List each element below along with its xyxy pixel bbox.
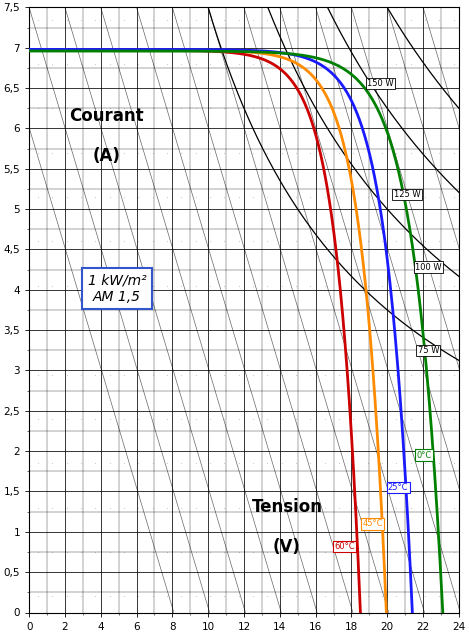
Text: 0°C: 0°C — [416, 451, 431, 460]
Text: (A): (A) — [92, 147, 121, 164]
Text: 100 W: 100 W — [415, 263, 442, 272]
Text: 125 W: 125 W — [393, 190, 420, 199]
Text: Courant: Courant — [69, 107, 144, 125]
Text: Tension: Tension — [251, 498, 323, 516]
Text: 150 W: 150 W — [367, 79, 393, 88]
Text: (V): (V) — [273, 538, 301, 556]
Text: 60°C: 60°C — [334, 542, 355, 551]
Text: 25°C: 25°C — [388, 483, 408, 492]
Text: 1 kW/m²
AM 1,5: 1 kW/m² AM 1,5 — [88, 274, 147, 304]
Text: 45°C: 45°C — [363, 519, 383, 528]
Text: 75 W: 75 W — [418, 346, 439, 355]
